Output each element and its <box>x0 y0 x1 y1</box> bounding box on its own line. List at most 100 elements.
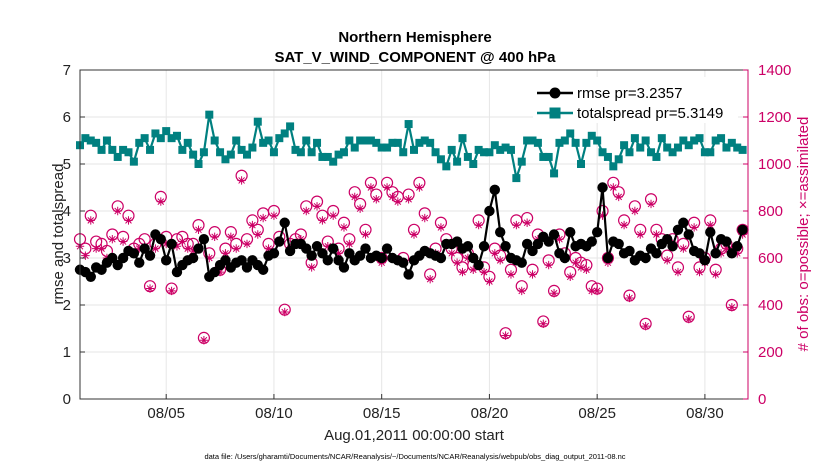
obs-assimilated-point <box>161 239 171 249</box>
totalspread-point <box>323 152 332 161</box>
totalspread-point <box>264 136 273 145</box>
rmse-point <box>597 182 608 193</box>
left-y-axis-ticks: 0 1 2 3 4 5 6 7 <box>63 62 85 408</box>
rmse-point <box>613 238 624 250</box>
rmse-point <box>586 236 597 247</box>
totalspread-point <box>496 145 505 154</box>
right-y-axis-ticks: 0 200 400 600 800 1000 1200 1400 <box>743 62 791 408</box>
totalspread-point <box>587 131 596 140</box>
rmse-point <box>737 224 748 235</box>
rmse-point <box>699 255 711 266</box>
rmse-point <box>516 257 527 268</box>
rmse-point <box>532 238 544 250</box>
totalspread-point <box>86 136 95 145</box>
totalspread-point <box>560 136 569 145</box>
totalspread-point <box>652 152 661 161</box>
obs-assimilated-point <box>345 239 354 249</box>
y-left-tick-label: 3 <box>63 250 71 267</box>
y-right-tick-label: 1200 <box>758 109 791 126</box>
rmse-point <box>565 226 576 238</box>
obs-assimilated-point <box>334 249 343 258</box>
chart-subtitle: SAT_V_WIND_COMPONENT @ 400 hPa <box>274 49 556 66</box>
totalspread-point <box>625 148 634 157</box>
rmse-point <box>651 248 662 259</box>
rmse-point <box>128 248 140 259</box>
obs-assimilated-point <box>711 270 720 279</box>
totalspread-point <box>555 138 564 147</box>
obs-assimilated-point <box>544 260 553 270</box>
totalspread-point <box>485 148 494 157</box>
rmse-point <box>548 229 560 240</box>
x-tick-label: 08/25 <box>578 405 616 422</box>
obs-assimilated-point <box>614 192 623 202</box>
totalspread-point <box>302 136 311 145</box>
rmse-point <box>166 238 177 250</box>
y-left-tick-label: 6 <box>63 109 71 126</box>
rmse-point <box>198 234 210 245</box>
obs-assimilated-point <box>280 307 289 317</box>
obs-assimilated-point <box>625 293 634 303</box>
obs-assimilated-point <box>609 183 618 192</box>
obs-assimilated-point <box>495 256 505 265</box>
rmse-point <box>710 248 721 259</box>
obs-assimilated-point <box>215 267 225 277</box>
obs-assimilated-series <box>75 176 747 345</box>
totalspread-point <box>420 136 429 145</box>
obs-assimilated-point <box>490 249 500 258</box>
obs-assimilated-point <box>248 220 257 230</box>
rmse-point <box>134 257 145 268</box>
obs-assimilated-point <box>113 206 122 216</box>
totalspread-point <box>469 160 478 168</box>
obs-assimilated-point <box>636 230 645 239</box>
obs-assimilated-point <box>172 242 182 251</box>
rmse-point <box>187 252 199 264</box>
totalspread-point <box>291 145 300 154</box>
data-file-footnote: data file: /Users/gharamti/Documents/NCA… <box>204 452 625 461</box>
obs-assimilated-point <box>135 244 144 253</box>
rmse-point <box>403 269 414 280</box>
totalspread-point <box>345 136 354 145</box>
obs-assimilated-point <box>727 303 737 312</box>
y-right-tick-label: 1400 <box>758 62 791 79</box>
totalspread-line <box>79 114 744 179</box>
y-left-tick-label: 7 <box>63 62 71 79</box>
rmse-point <box>602 252 614 264</box>
rmse-point <box>139 243 150 254</box>
totalspread-point <box>517 157 526 166</box>
totalspread-point <box>307 148 316 157</box>
totalspread-point <box>172 131 181 140</box>
totalspread-point <box>243 150 251 159</box>
rmse-point <box>311 241 323 252</box>
rmse-point <box>381 243 393 254</box>
totalspread-point <box>399 148 408 157</box>
totalspread-point <box>447 145 456 154</box>
obs-assimilated-point <box>188 246 198 256</box>
x-tick-label: 08/30 <box>686 405 724 422</box>
obs-assimilated-point <box>226 232 236 242</box>
rmse-point <box>705 226 716 238</box>
totalspread-point <box>259 138 268 147</box>
obs-assimilated-point <box>587 286 596 296</box>
totalspread-point <box>286 122 295 131</box>
obs-assimilated-point <box>108 235 117 244</box>
totalspread-point <box>582 138 591 147</box>
rmse-point <box>322 255 334 266</box>
totalspread-point <box>280 129 289 138</box>
obs-assimilated-point <box>388 192 397 202</box>
totalspread-point <box>119 145 128 154</box>
obs-assimilated-point <box>733 249 742 258</box>
totalspread-point <box>410 145 418 154</box>
obs-assimilated-point <box>517 286 526 296</box>
obs-assimilated-point <box>97 244 106 253</box>
obs-assimilated-point <box>210 232 219 242</box>
obs-assimilated-point <box>582 265 591 274</box>
y-right-tick-label: 1000 <box>758 156 791 173</box>
rmse-point <box>333 255 344 266</box>
rmse-point <box>107 252 118 264</box>
rmse-point <box>306 250 317 261</box>
totalspread-point <box>248 143 257 152</box>
totalspread-point <box>313 138 322 147</box>
obs-assimilated-point <box>366 183 376 192</box>
obs-assimilated-point <box>592 286 602 296</box>
rmse-point <box>451 236 463 247</box>
